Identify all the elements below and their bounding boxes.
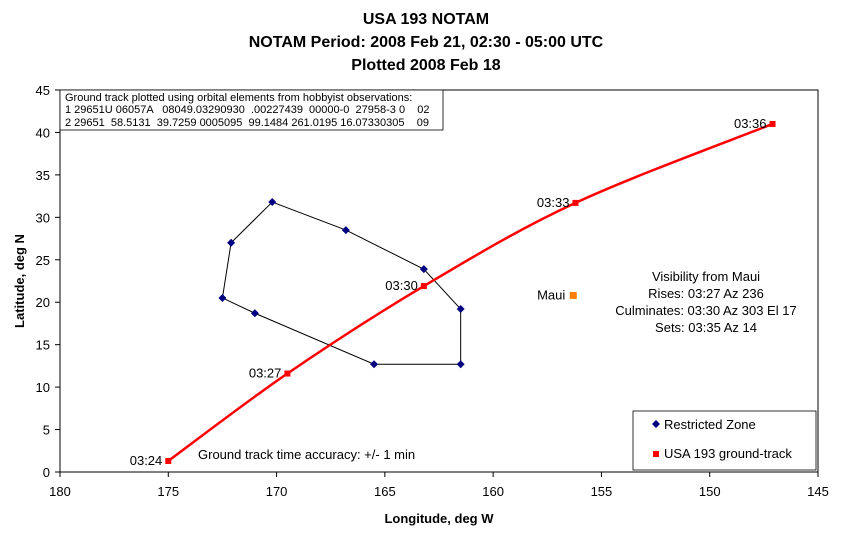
ground-track-point	[165, 457, 172, 464]
y-tick-label: 40	[36, 125, 50, 140]
note-line-1: Ground track plotted using orbital eleme…	[65, 92, 412, 104]
y-tick-label: 10	[36, 380, 50, 395]
ground-track-time-label: 03:36	[734, 116, 767, 131]
ground-track-time-label: 03:27	[249, 366, 282, 381]
chart-title-line-3: Plotted 2008 Feb 18	[351, 57, 500, 74]
y-tick-label: 0	[43, 465, 50, 480]
accuracy-note: Ground track time accuracy: +/- 1 min	[198, 447, 415, 462]
ground-track-point	[420, 283, 427, 290]
ground-track-series: 03:24 03:27 03:30 03:33 03:36	[130, 116, 776, 468]
restricted-zone-point	[456, 360, 465, 369]
maui-point	[569, 291, 577, 299]
y-tick-label: 35	[36, 168, 50, 183]
restricted-zone-point	[370, 360, 379, 369]
plot-area	[59, 89, 819, 473]
visibility-line-2: Rises: 03:27 Az 236	[648, 286, 764, 301]
visibility-line-1: Visibility from Maui	[652, 269, 760, 284]
y-axis-label: Latitude, deg N	[12, 234, 27, 328]
ground-track-line	[167, 122, 773, 462]
restricted-zone-point	[250, 309, 259, 318]
restricted-zone-outline	[221, 201, 462, 365]
axis-ticks: 180 175 170 165 160 155 150 145 0 5 10 15 20 25 30 35 40…	[36, 83, 829, 499]
restricted-zone-point	[218, 293, 227, 302]
legend-ground-track-label: USA 193 ground-track	[664, 446, 792, 461]
x-tick-label: 170	[266, 484, 288, 499]
note-line-2: 1 29651U 06057A 08049.03290930 .00227439…	[65, 104, 430, 116]
x-tick-label: 165	[374, 484, 396, 499]
x-tick-label: 175	[157, 484, 179, 499]
restricted-zone-point	[268, 198, 277, 207]
restricted-zone-series	[218, 198, 465, 369]
ground-track-time-label: 03:33	[537, 195, 570, 210]
restricted-zone-point	[456, 305, 465, 314]
x-tick-label: 155	[591, 484, 613, 499]
note-line-3: 2 29651 58.5131 39.7259 0005095 99.1484 …	[65, 117, 429, 129]
visibility-line-4: Sets: 03:35 Az 14	[655, 320, 757, 335]
ground-track-time-label: 03:30	[385, 278, 418, 293]
y-tick-label: 20	[36, 295, 50, 310]
legend-ground-track-marker	[653, 451, 659, 457]
legend-restricted-zone-label: Restricted Zone	[664, 417, 756, 432]
y-tick-label: 5	[43, 423, 50, 438]
ground-track-point	[572, 199, 579, 206]
x-tick-label: 150	[699, 484, 721, 499]
ground-track-time-label: 03:24	[130, 453, 163, 468]
y-tick-label: 25	[36, 253, 50, 268]
chart-title-line-1: USA 193 NOTAM	[363, 11, 489, 28]
x-tick-label: 160	[482, 484, 504, 499]
legend-restricted-zone-marker	[652, 420, 660, 428]
ground-track-point	[284, 370, 291, 377]
visibility-line-3: Culminates: 03:30 Az 303 El 17	[615, 303, 796, 318]
ground-track-point	[769, 120, 776, 127]
restricted-zone-point	[341, 226, 350, 235]
notes-box	[59, 89, 444, 131]
legend	[632, 410, 817, 471]
maui-series: Maui	[537, 287, 577, 302]
restricted-zone-point	[419, 265, 428, 274]
y-tick-label: 30	[36, 210, 50, 225]
chart-title-line-2: NOTAM Period: 2008 Feb 21, 02:30 - 05:00…	[249, 34, 604, 51]
x-tick-label: 145	[807, 484, 829, 499]
y-tick-label: 45	[36, 83, 50, 98]
y-tick-label: 15	[36, 338, 50, 353]
maui-label: Maui	[537, 287, 565, 302]
restricted-zone-point	[227, 238, 236, 247]
x-axis-label: Longitude, deg W	[384, 511, 494, 526]
x-tick-label: 180	[49, 484, 71, 499]
